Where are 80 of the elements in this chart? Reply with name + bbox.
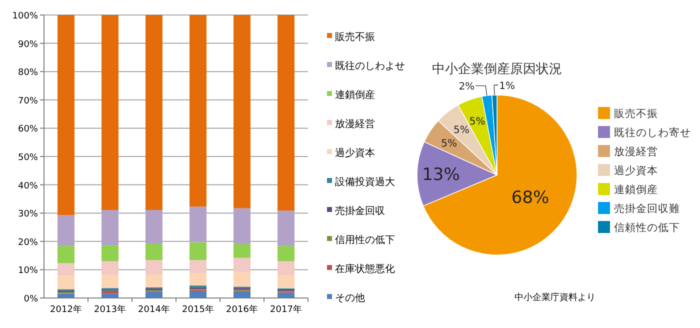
legend-label: 既往のしわ寄せ <box>614 126 691 139</box>
legend-label: 放漫経営 <box>335 118 375 130</box>
bar <box>146 292 162 298</box>
bar <box>234 15 250 208</box>
bar <box>58 215 74 246</box>
legend-label: 放漫経営 <box>614 145 658 158</box>
legend-label: 過少資本 <box>335 147 375 159</box>
y-tick-label: 80% <box>18 68 38 78</box>
y-tick-label: 60% <box>18 124 38 135</box>
bar <box>234 272 250 287</box>
legend-label: 販売不振 <box>335 31 375 43</box>
bar <box>234 291 250 298</box>
bar <box>278 275 294 288</box>
bar <box>278 261 294 276</box>
bar <box>234 244 250 258</box>
legend-label: 信用性の低下 <box>335 234 395 246</box>
data-label: 68% <box>511 188 550 208</box>
x-tick-label: 2012年 <box>50 304 82 315</box>
x-tick-label: 2014年 <box>138 304 170 315</box>
data-label: 2% <box>458 82 475 93</box>
y-tick-label: 100% <box>12 12 38 22</box>
y-tick-label: 40% <box>18 181 38 192</box>
bar <box>190 242 206 260</box>
y-tick-label: 20% <box>18 238 38 248</box>
text: 中小企業庁資料より <box>514 292 596 303</box>
bar <box>58 294 74 298</box>
x-tick-label: 2015年 <box>182 304 214 315</box>
legend-label: 過少資本 <box>614 164 658 177</box>
bar <box>58 263 74 276</box>
data-label: 5% <box>453 125 470 136</box>
bar <box>190 15 206 207</box>
legend-label: 既往のしわよせ <box>335 60 405 72</box>
bar <box>146 244 162 260</box>
bar <box>102 15 118 210</box>
bar <box>102 245 118 262</box>
legend-label: 在庫状態悪化 <box>335 263 395 275</box>
bar <box>102 210 118 246</box>
bar <box>58 276 74 290</box>
bar <box>102 261 118 275</box>
legend-label: 連鎖倒産 <box>335 89 375 101</box>
y-tick-label: 90% <box>18 40 38 50</box>
bar <box>146 274 162 288</box>
data-label: 1% <box>499 81 516 92</box>
legend-label: 販売不振 <box>614 107 658 120</box>
bar <box>190 290 206 298</box>
legend-label: 設備投資過大 <box>335 176 395 188</box>
bar <box>58 246 74 264</box>
y-tick-label: 10% <box>18 266 38 276</box>
bar <box>146 210 162 244</box>
legend-label: 連鎖倒産 <box>614 183 658 196</box>
x-tick-label: 2017年 <box>270 304 302 315</box>
legend-label: 売掛金回収難 <box>614 202 680 215</box>
bar <box>146 15 162 210</box>
data-label: 5% <box>469 116 486 128</box>
bar <box>278 292 294 298</box>
legend-label: その他 <box>335 292 365 304</box>
bar <box>146 260 162 275</box>
bar <box>58 15 74 216</box>
bar <box>102 294 118 298</box>
bar <box>278 246 294 262</box>
y-tick-label: 70% <box>18 96 38 106</box>
bar <box>190 273 206 286</box>
y-tick-label: 50% <box>18 153 38 163</box>
bar <box>278 15 294 211</box>
bar <box>102 291 118 294</box>
x-tick-label: 2016年 <box>226 304 258 315</box>
x-tick-label: 2013年 <box>94 304 126 315</box>
legend-label: 信頼性の低下 <box>614 222 680 234</box>
bar <box>102 274 118 288</box>
chart-title: 中小企業倒産原因状況 <box>432 61 562 77</box>
bar <box>278 210 294 246</box>
bar <box>190 206 206 242</box>
bar <box>234 208 250 244</box>
y-tick-label: 30% <box>18 210 38 220</box>
y-tick-label: 0% <box>24 294 38 304</box>
bar <box>234 258 250 272</box>
data-label: 5% <box>441 138 457 150</box>
data-label: 13% <box>422 165 460 186</box>
bar <box>190 260 206 274</box>
legend-label: 売掛金回収 <box>335 205 385 217</box>
